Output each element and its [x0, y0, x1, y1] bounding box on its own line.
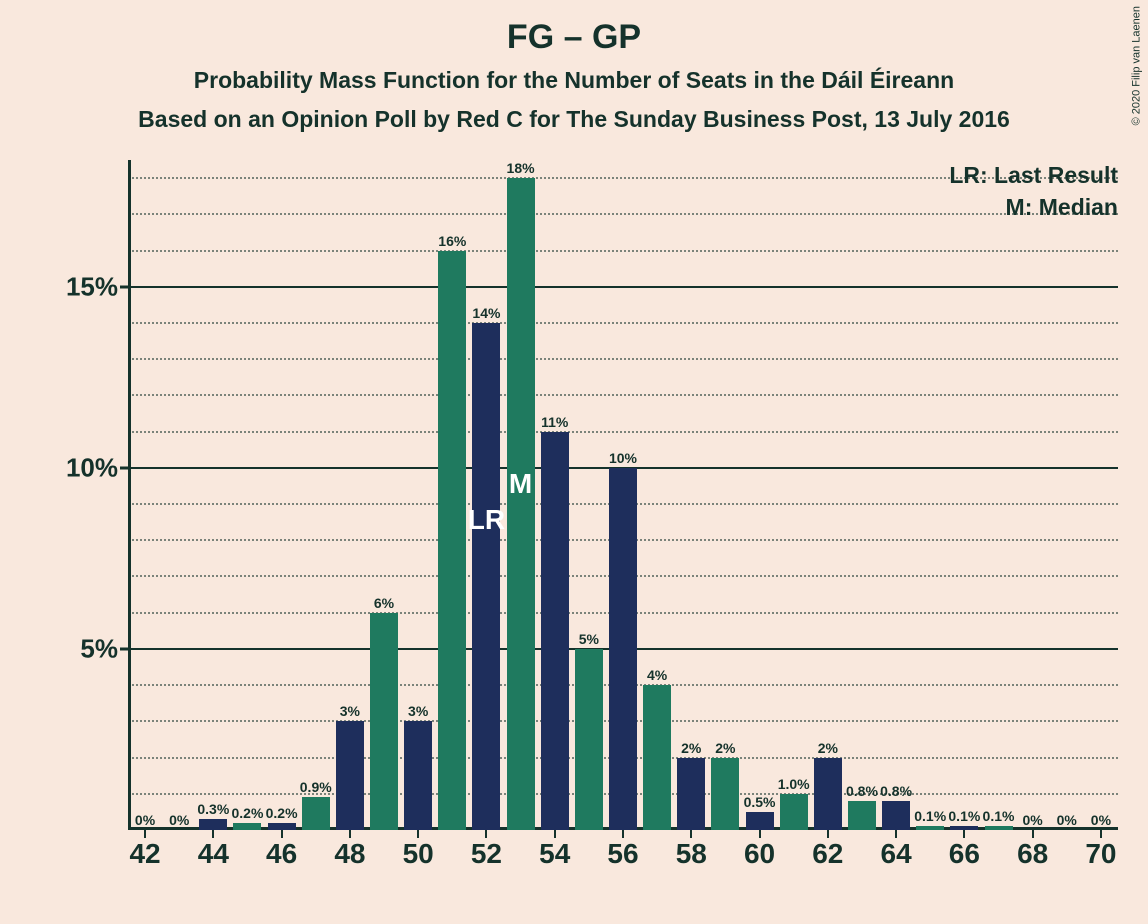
bar-value-label: 0% [135, 812, 155, 830]
y-axis-label: 10% [66, 452, 128, 483]
bar: 1.0% [780, 794, 808, 830]
bar-value-label: 0.8% [880, 783, 912, 801]
bar: 0.3% [199, 819, 227, 830]
chart-subtitle-2: Based on an Opinion Poll by Red C for Th… [0, 106, 1148, 133]
bar: 3% [404, 721, 432, 830]
bar: 14% [472, 323, 500, 830]
bar-value-label: 0.1% [983, 808, 1015, 826]
y-axis-line [128, 160, 131, 830]
bar-value-label: 0.1% [914, 808, 946, 826]
x-axis-label: 44 [198, 830, 229, 870]
x-axis-label: 58 [676, 830, 707, 870]
chart-container: © 2020 Filip van Laenen FG – GP Probabil… [0, 0, 1148, 924]
bar: 0.8% [882, 801, 910, 830]
bar-value-label: 3% [408, 703, 428, 721]
bar-value-label: 0.2% [232, 805, 264, 823]
bar: 0.2% [268, 823, 296, 830]
bar-value-label: 0% [169, 812, 189, 830]
bar: 0.5% [746, 812, 774, 830]
bar-value-label: 0% [1091, 812, 1111, 830]
grid-minor [128, 322, 1118, 324]
marker-lr: LR [468, 504, 505, 536]
y-axis-label: 5% [80, 633, 128, 664]
grid-minor [128, 358, 1118, 360]
grid-major [128, 286, 1118, 288]
bar: 0.2% [233, 823, 261, 830]
grid-minor [128, 177, 1118, 179]
bar: 11% [541, 432, 569, 830]
bar: 0.9% [302, 797, 330, 830]
x-axis-label: 62 [812, 830, 843, 870]
marker-m: M [509, 468, 532, 500]
bar: 5% [575, 649, 603, 830]
bar-value-label: 0% [1057, 812, 1077, 830]
chart-subtitle-1: Probability Mass Function for the Number… [0, 67, 1148, 94]
bar: 18% [507, 178, 535, 830]
bar: 10% [609, 468, 637, 830]
bar-value-label: 0% [1023, 812, 1043, 830]
bar-value-label: 0.8% [846, 783, 878, 801]
grid-minor [128, 394, 1118, 396]
bar-value-label: 2% [681, 740, 701, 758]
chart-title: FG – GP [0, 18, 1148, 57]
x-axis-label: 56 [607, 830, 638, 870]
bar: 16% [438, 251, 466, 830]
bar-value-label: 0.2% [266, 805, 298, 823]
x-axis-label: 64 [881, 830, 912, 870]
bar-value-label: 2% [715, 740, 735, 758]
bar-value-label: 18% [507, 160, 535, 178]
bar: 2% [814, 758, 842, 830]
bar: 2% [677, 758, 705, 830]
x-axis-label: 48 [334, 830, 365, 870]
bar: 0.1% [916, 826, 944, 830]
bar-value-label: 11% [541, 414, 568, 432]
y-axis-label: 15% [66, 271, 128, 302]
bar-value-label: 10% [609, 450, 637, 468]
bar: 0.8% [848, 801, 876, 830]
grid-minor [128, 250, 1118, 252]
bar: 4% [643, 685, 671, 830]
x-axis-label: 70 [1085, 830, 1116, 870]
bar: 0.1% [985, 826, 1013, 830]
legend-lr: LR: Last Result [949, 162, 1118, 189]
bar-value-label: 0.9% [300, 779, 332, 797]
bar: 6% [370, 613, 398, 830]
bar-value-label: 0.3% [197, 801, 229, 819]
copyright-text: © 2020 Filip van Laenen [1130, 6, 1142, 125]
bar-value-label: 1.0% [778, 776, 810, 794]
bar-value-label: 0.5% [744, 794, 776, 812]
grid-minor [128, 431, 1118, 433]
x-axis-label: 42 [129, 830, 160, 870]
x-axis-label: 68 [1017, 830, 1048, 870]
x-axis-label: 46 [266, 830, 297, 870]
grid-minor [128, 213, 1118, 215]
bar: 3% [336, 721, 364, 830]
x-axis-label: 60 [744, 830, 775, 870]
bar-value-label: 6% [374, 595, 394, 613]
bar-value-label: 4% [647, 667, 667, 685]
plot-area: LR: Last Result M: Median 5%10%15%0%0%0.… [128, 160, 1118, 830]
legend-m: M: Median [1006, 194, 1118, 221]
x-axis-label: 52 [471, 830, 502, 870]
x-axis-label: 50 [403, 830, 434, 870]
bar-value-label: 0.1% [948, 808, 980, 826]
x-axis-label: 54 [539, 830, 570, 870]
bar: 2% [711, 758, 739, 830]
bar-value-label: 3% [340, 703, 360, 721]
bar-value-label: 16% [438, 233, 466, 251]
bar-value-label: 5% [579, 631, 599, 649]
bar-value-label: 14% [472, 305, 500, 323]
x-axis-label: 66 [949, 830, 980, 870]
bar-value-label: 2% [818, 740, 838, 758]
